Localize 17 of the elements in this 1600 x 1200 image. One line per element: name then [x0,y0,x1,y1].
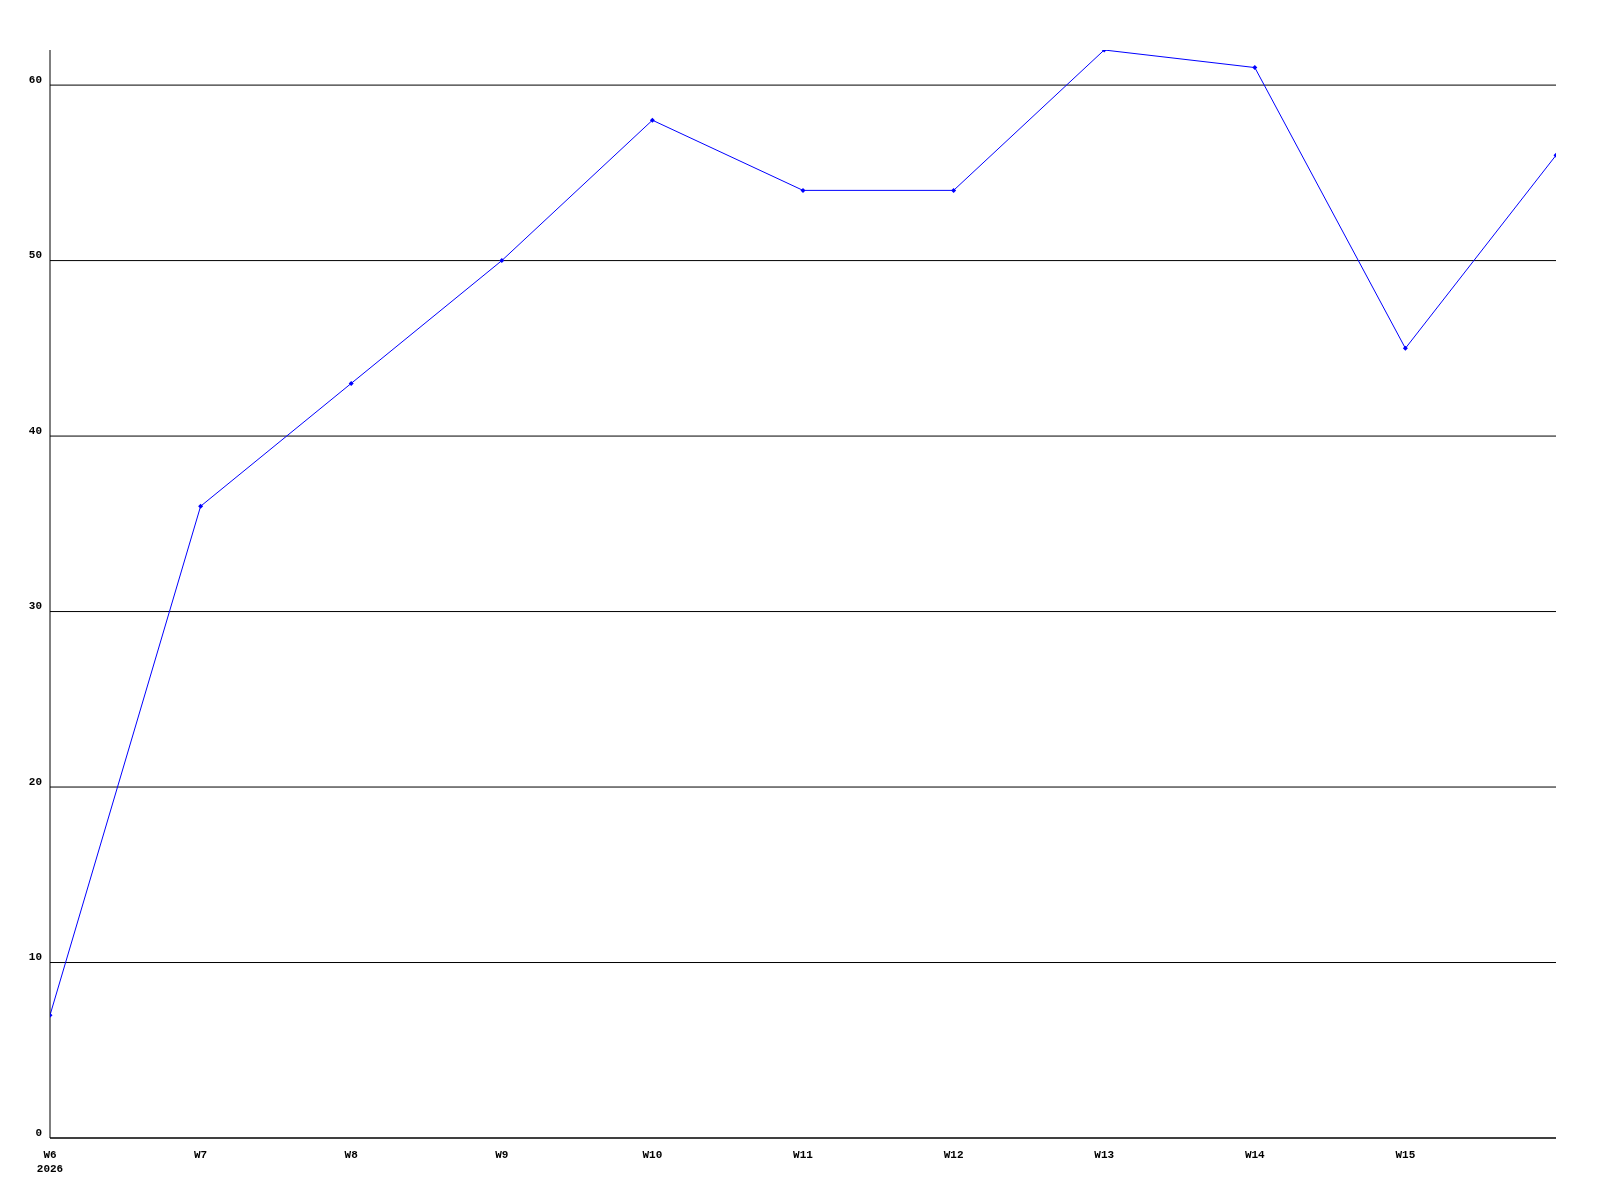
x-tick-label: W11 [793,1149,814,1161]
x-tick-label: W7 [194,1149,208,1161]
y-tick-label: 30 [28,600,42,613]
y-tick-label: 50 [28,249,42,262]
x-tick-label: W12 [943,1149,964,1161]
y-tick-label: 60 [28,74,42,86]
x-tick-label: W10 [642,1149,663,1161]
y-tick-label: 40 [28,424,42,437]
x-tick-label: W13 [1094,1149,1115,1161]
x-tick-label: W9 [495,1149,509,1161]
x-tick-label: W14 [1244,1149,1266,1161]
x-tick-label: W6 2026 [36,1149,64,1175]
x-tick-label: W15 [1395,1149,1416,1161]
y-tick-label: 0 [35,1126,42,1139]
x-tick-label: W8 [344,1149,359,1161]
y-tick-label: 10 [28,951,42,964]
y-tick-label: 20 [28,775,42,788]
